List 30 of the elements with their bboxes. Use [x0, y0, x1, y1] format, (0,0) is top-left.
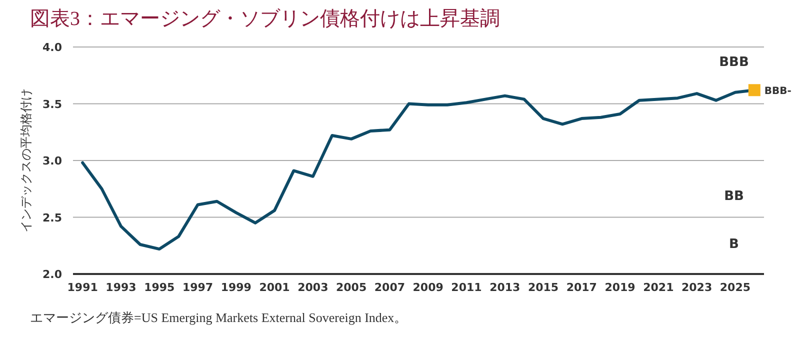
y-tick-label: 3.0: [42, 154, 62, 168]
x-tick-label: 2021: [643, 281, 674, 294]
annotation: B: [729, 237, 739, 252]
x-tick-label: 1999: [220, 281, 252, 294]
x-tick-label: 2003: [298, 281, 328, 294]
y-tick-label: 2.5: [42, 211, 62, 224]
x-tick-label: 2023: [682, 281, 712, 294]
annotation: BBB: [719, 55, 749, 70]
x-tick-label: 2015: [528, 281, 559, 294]
x-tick-label: 2007: [374, 281, 406, 294]
y-tick-label: 2.0: [42, 268, 62, 281]
y-tick-label: 4.0: [42, 41, 62, 54]
annotation: BB: [724, 189, 744, 204]
x-tick-label: 2013: [490, 281, 520, 294]
x-tick-label: 1997: [182, 281, 214, 294]
x-tick-label: 2005: [336, 281, 367, 294]
x-tick-label: 1995: [144, 281, 175, 294]
x-tick-label: 2025: [720, 281, 751, 294]
chart-title: 図表3：エマージング・ソブリン債格付けは上昇基調: [30, 8, 500, 30]
x-tick-label: 1991: [67, 281, 98, 294]
text: エマージング債券=US Emerging Markets External Sovereign Index。: [30, 310, 408, 325]
x-tick-label: 2017: [566, 281, 597, 294]
y-tick-label: 3.5: [42, 98, 62, 111]
x-tick-label: 2019: [604, 281, 636, 294]
x-tick-label: 1993: [106, 281, 136, 294]
x-tick-label: 2011: [451, 281, 482, 294]
y-axis-title: インデックスの平均格付け: [19, 88, 33, 232]
x-tick-label: 2009: [412, 281, 444, 294]
series-label: BBB-: [764, 86, 792, 98]
x-tick-label: 2001: [259, 281, 290, 294]
